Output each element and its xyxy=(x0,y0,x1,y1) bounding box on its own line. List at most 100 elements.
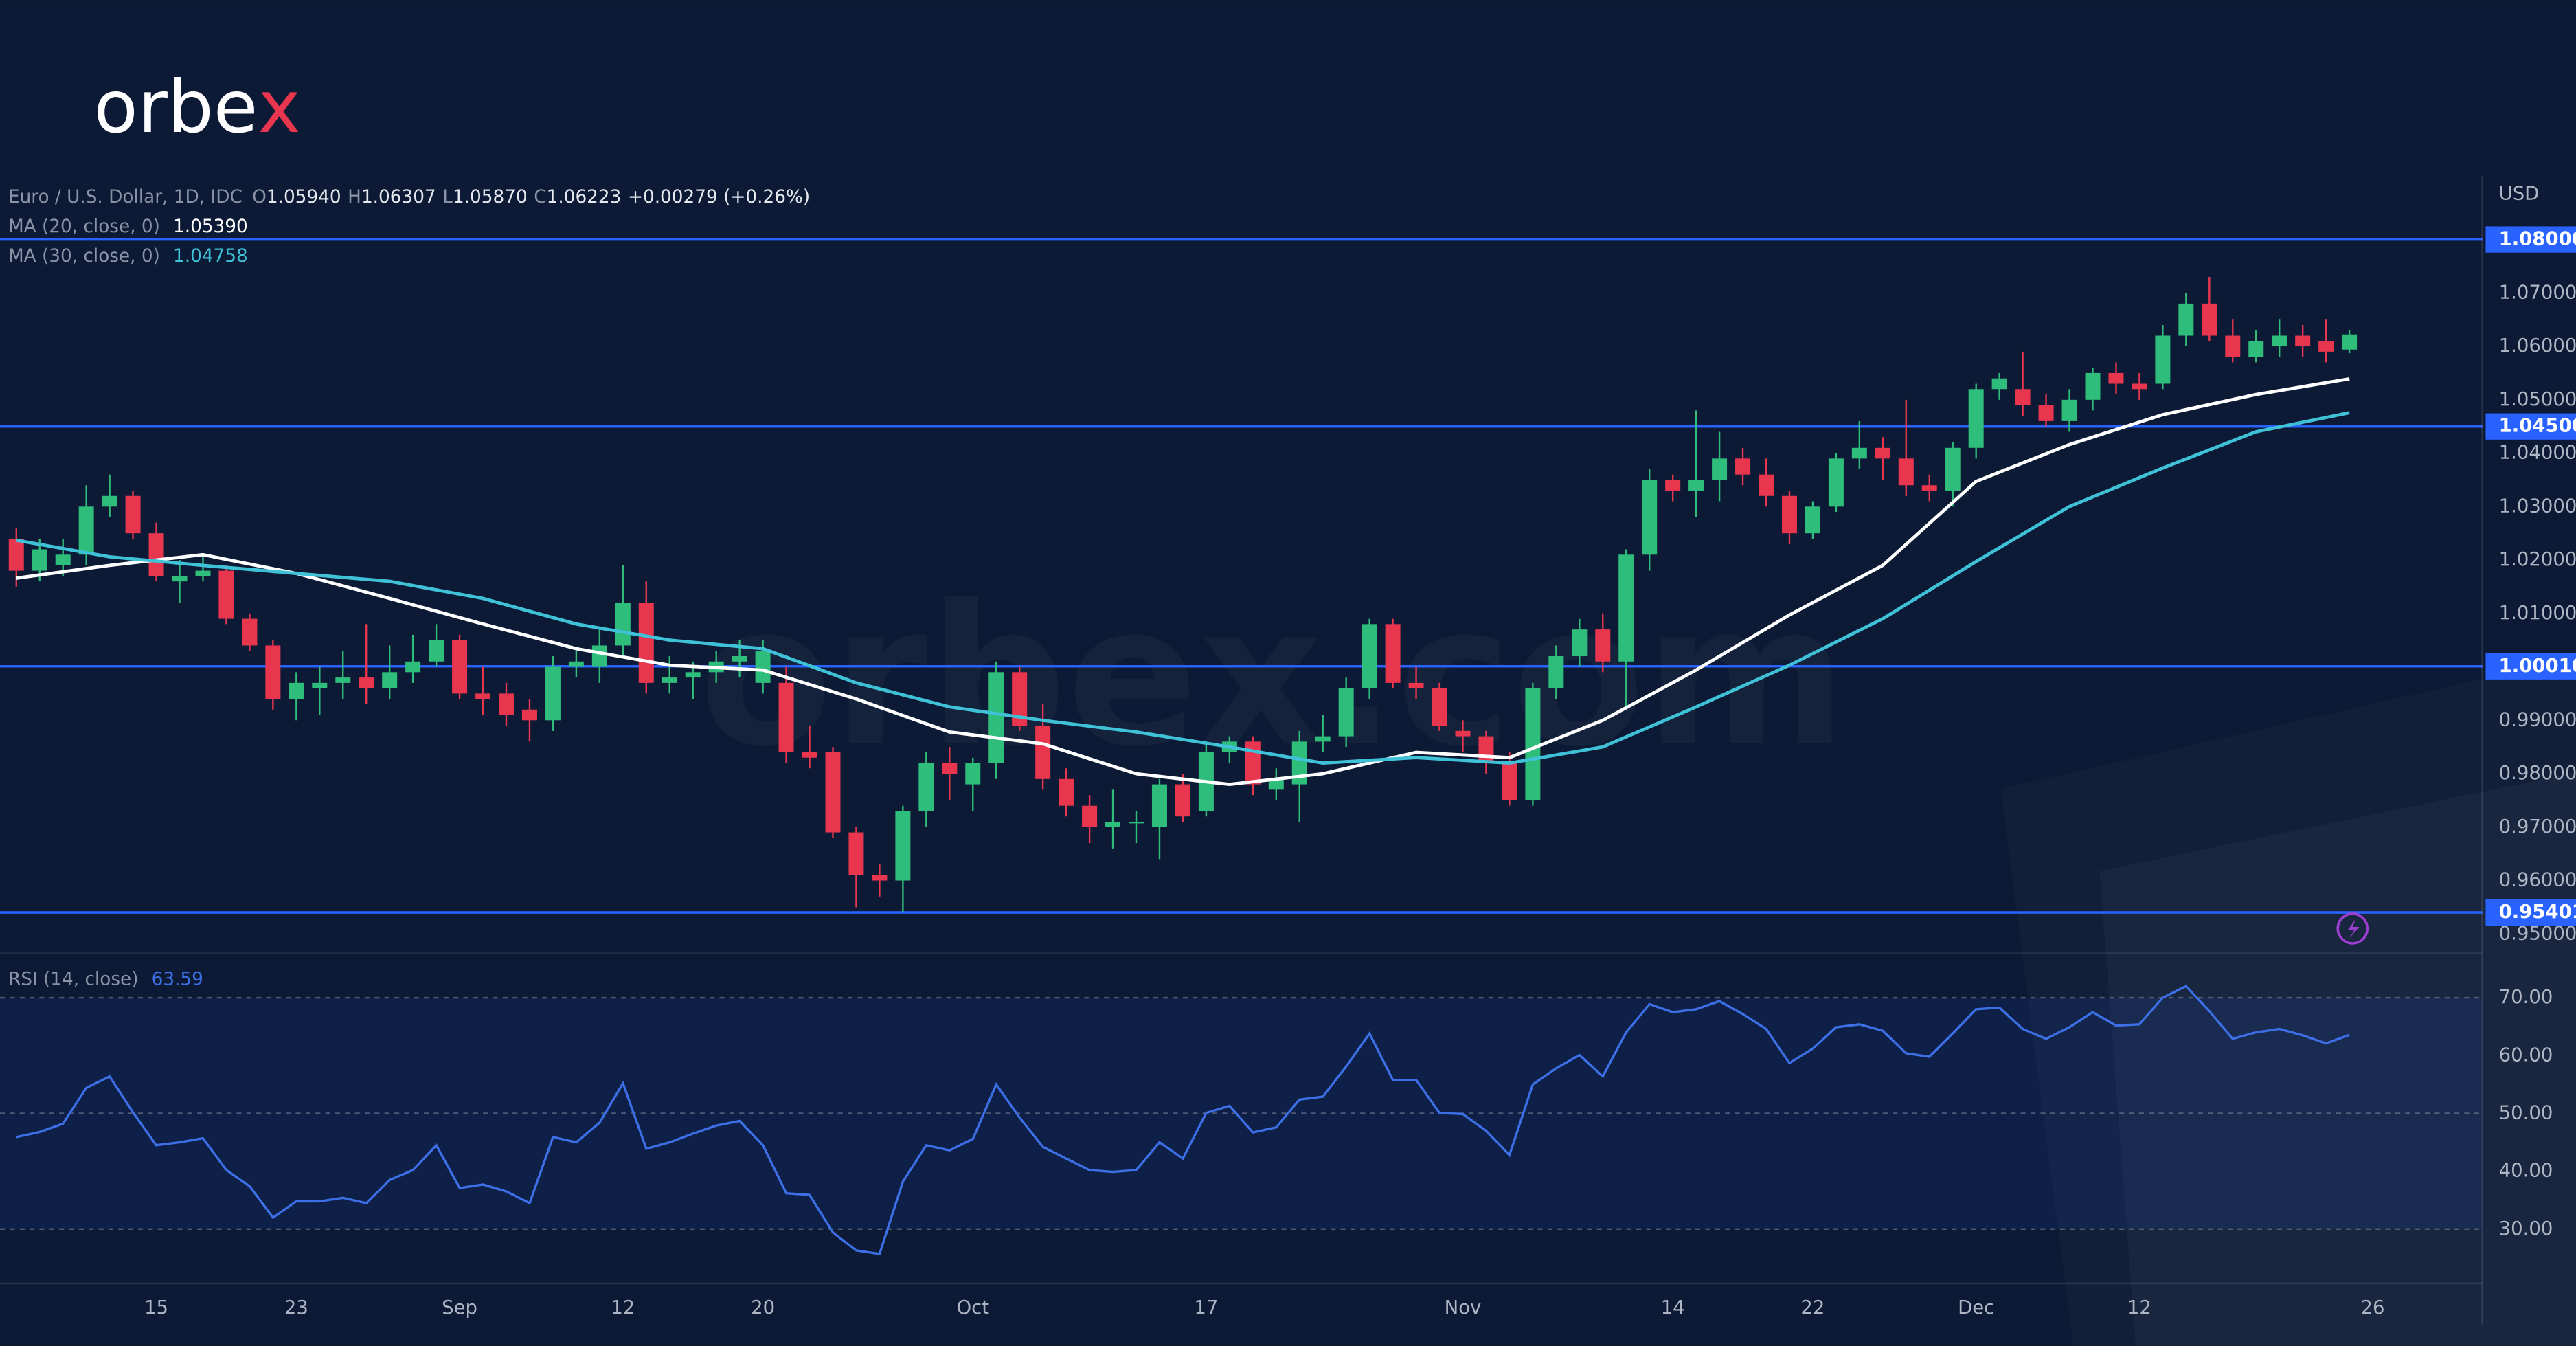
candle-body xyxy=(1315,736,1331,742)
y-tick-label: 1.04000 xyxy=(2499,442,2576,464)
candle-body xyxy=(498,693,515,715)
candle-body xyxy=(825,752,841,833)
candle-body xyxy=(55,554,71,565)
ma-name: MA (30, close, 0) xyxy=(8,246,160,267)
legend-ma: MA (30, close, 0) 1.04758 xyxy=(8,246,248,267)
x-tick-label: 14 xyxy=(1661,1297,1685,1319)
candle-body xyxy=(1245,741,1261,785)
candle-body xyxy=(942,763,958,774)
logo-text: orbe xyxy=(93,65,258,149)
candle-body xyxy=(1105,822,1121,827)
candle-body xyxy=(1478,736,1494,763)
y-tick-label: 40.00 xyxy=(2499,1160,2553,1182)
candle-body xyxy=(32,549,47,571)
candle-body xyxy=(1151,784,1167,827)
y-tick-label: 70.00 xyxy=(2499,986,2553,1008)
candle-body xyxy=(1945,447,1961,491)
candle-body xyxy=(755,651,771,683)
candle-body xyxy=(475,693,491,699)
y-tick-label: 1.02000 xyxy=(2499,548,2576,570)
y-tick-label: 1.06000 xyxy=(2499,335,2576,357)
x-tick-label: 12 xyxy=(2127,1297,2151,1319)
candle-body xyxy=(335,677,351,683)
candle-body xyxy=(2155,335,2171,384)
legend-ma: MA (20, close, 0) 1.05390 xyxy=(8,216,248,237)
candle-body xyxy=(2272,335,2287,347)
y-tick-label: 1.07000 xyxy=(2499,281,2576,303)
candle-body xyxy=(2225,335,2241,357)
candle-body xyxy=(1525,688,1541,800)
y-tick-label: 1.05000 xyxy=(2499,388,2576,410)
candle-body xyxy=(312,682,328,688)
candle-body xyxy=(1455,730,1471,737)
candle-body xyxy=(2132,383,2147,390)
x-tick-label: 26 xyxy=(2361,1297,2385,1319)
candle-body xyxy=(1688,480,1704,491)
candle-body xyxy=(172,576,188,582)
candle-body xyxy=(2061,399,2077,421)
candle-body xyxy=(148,533,164,576)
legend-key: L xyxy=(442,187,453,207)
candle-body xyxy=(1408,682,1424,688)
candle-body xyxy=(125,495,141,534)
y-tick-label: 0.96000 xyxy=(2499,869,2576,891)
x-tick-label: 20 xyxy=(751,1297,775,1319)
candle-body xyxy=(1548,655,1564,688)
candle-body xyxy=(568,661,584,667)
x-tick-label: Oct xyxy=(956,1297,989,1319)
rsi-line xyxy=(16,985,2350,1255)
y-unit: USD xyxy=(2499,182,2540,204)
candle-body xyxy=(872,875,888,881)
candle-body xyxy=(848,832,864,875)
candle-body xyxy=(289,682,304,699)
candle-body xyxy=(1618,554,1634,662)
candle-body xyxy=(2178,303,2194,336)
ma-value: 1.05390 xyxy=(173,216,248,237)
candle-body xyxy=(242,618,258,646)
y-tick-label: 0.95000 xyxy=(2499,922,2576,944)
legend-value: 1.06307 xyxy=(361,187,436,207)
candle-body xyxy=(1338,688,1354,737)
legend-key: C xyxy=(534,187,546,207)
y-tick-label: 0.99000 xyxy=(2499,708,2576,730)
candle-body xyxy=(1129,822,1144,824)
alert-icon-bolt xyxy=(2347,919,2360,939)
level-badge xyxy=(2485,653,2576,680)
candle-body xyxy=(1665,480,1681,491)
y-tick-label: 50.00 xyxy=(2499,1101,2553,1123)
candle-body xyxy=(895,811,911,881)
candle-body xyxy=(662,677,677,683)
rsi-name: RSI (14, close) xyxy=(8,969,139,989)
candle-body xyxy=(1805,506,1820,534)
candle-body xyxy=(2015,389,2031,405)
level-badge xyxy=(2485,899,2576,926)
candle-body xyxy=(429,640,444,662)
candle-body xyxy=(1082,805,1098,827)
legend-value: 1.05870 xyxy=(453,187,528,207)
candle-body xyxy=(1828,458,1844,507)
logo-x: x xyxy=(258,65,300,149)
logo: orbex xyxy=(93,65,300,149)
y-tick-label: 60.00 xyxy=(2499,1044,2553,1066)
candle-body xyxy=(8,538,24,571)
candle-body xyxy=(1035,726,1051,779)
candle-body xyxy=(732,655,747,662)
candle-body xyxy=(965,763,981,785)
candle-body xyxy=(405,661,421,673)
legend-change: +0.00279 (+0.26%) xyxy=(628,187,810,207)
candle-body xyxy=(1432,688,1447,726)
ma-name: MA (20, close, 0) xyxy=(8,216,160,237)
y-tick-label: 30.00 xyxy=(2499,1218,2553,1240)
candle-body xyxy=(1735,458,1751,475)
candle-body xyxy=(1968,389,1984,448)
x-tick-label: Dec xyxy=(1958,1297,1994,1319)
candle-body xyxy=(2248,341,2264,357)
candle-body xyxy=(102,495,117,507)
alert-icon[interactable] xyxy=(2336,912,2369,945)
legend-key: O xyxy=(252,187,267,207)
candle-body xyxy=(1012,672,1028,726)
candle-body xyxy=(1572,629,1588,656)
